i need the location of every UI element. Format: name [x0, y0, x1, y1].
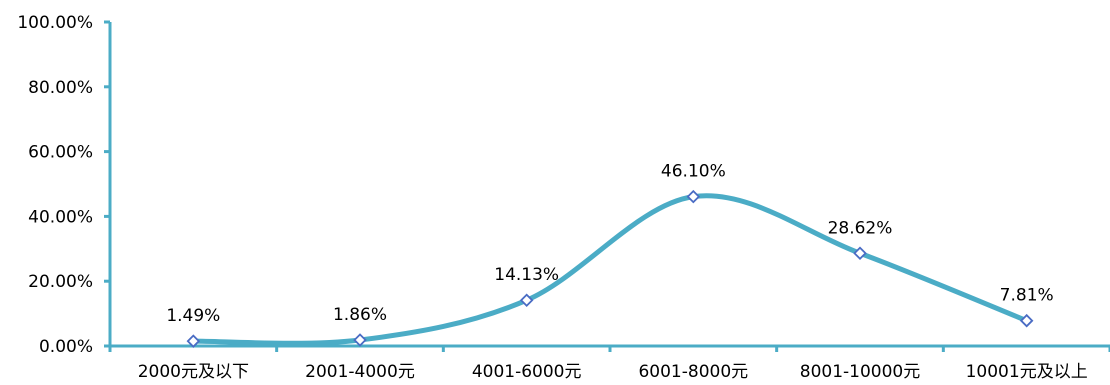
y-tick-label: 60.00% — [28, 143, 93, 163]
data-point-marker — [186, 334, 201, 348]
x-axis-tick-labels: 2000元及以下 2001-4000元 4001-6000元 6001-8000元 80… — [138, 362, 1088, 382]
data-point-marker — [1019, 313, 1034, 328]
data-point-marker — [519, 293, 534, 307]
y-tick-label: 0.00% — [39, 337, 93, 357]
data-point-marker — [853, 246, 867, 261]
data-label: 46.10% — [661, 162, 726, 182]
x-tick-label: 8001-10000元 — [800, 362, 920, 382]
data-point-marker — [686, 189, 701, 204]
data-label: 14.13% — [494, 265, 559, 285]
y-tick-label: 80.00% — [28, 78, 93, 98]
data-label: 1.49% — [166, 306, 220, 326]
data-label: 28.62% — [828, 218, 893, 238]
data-markers — [186, 189, 1034, 348]
chart-axes — [104, 20, 1110, 352]
x-tick-label: 2001-4000元 — [305, 362, 415, 382]
y-tick-label: 100.00% — [17, 13, 93, 33]
data-label: 7.81% — [1000, 286, 1054, 306]
data-labels: 1.49% 1.86% 14.13% 46.10% 28.62% 7.81% — [166, 162, 1053, 327]
x-tick-label: 2000元及以下 — [138, 362, 249, 382]
x-tick-label: 6001-8000元 — [638, 362, 748, 382]
x-tick-label: 4001-6000元 — [472, 362, 582, 382]
data-point-marker — [353, 333, 367, 347]
y-tick-label: 20.00% — [28, 272, 93, 292]
y-tick-label: 40.00% — [28, 207, 93, 227]
series-line — [190, 193, 1030, 346]
x-tick-label: 10001元及以上 — [966, 362, 1088, 382]
series-line-group — [190, 193, 1030, 346]
data-label: 1.86% — [333, 305, 387, 325]
y-axis-tick-labels: 0.00% 20.00% 40.00% 60.00% 80.00% 100.00% — [17, 13, 93, 357]
